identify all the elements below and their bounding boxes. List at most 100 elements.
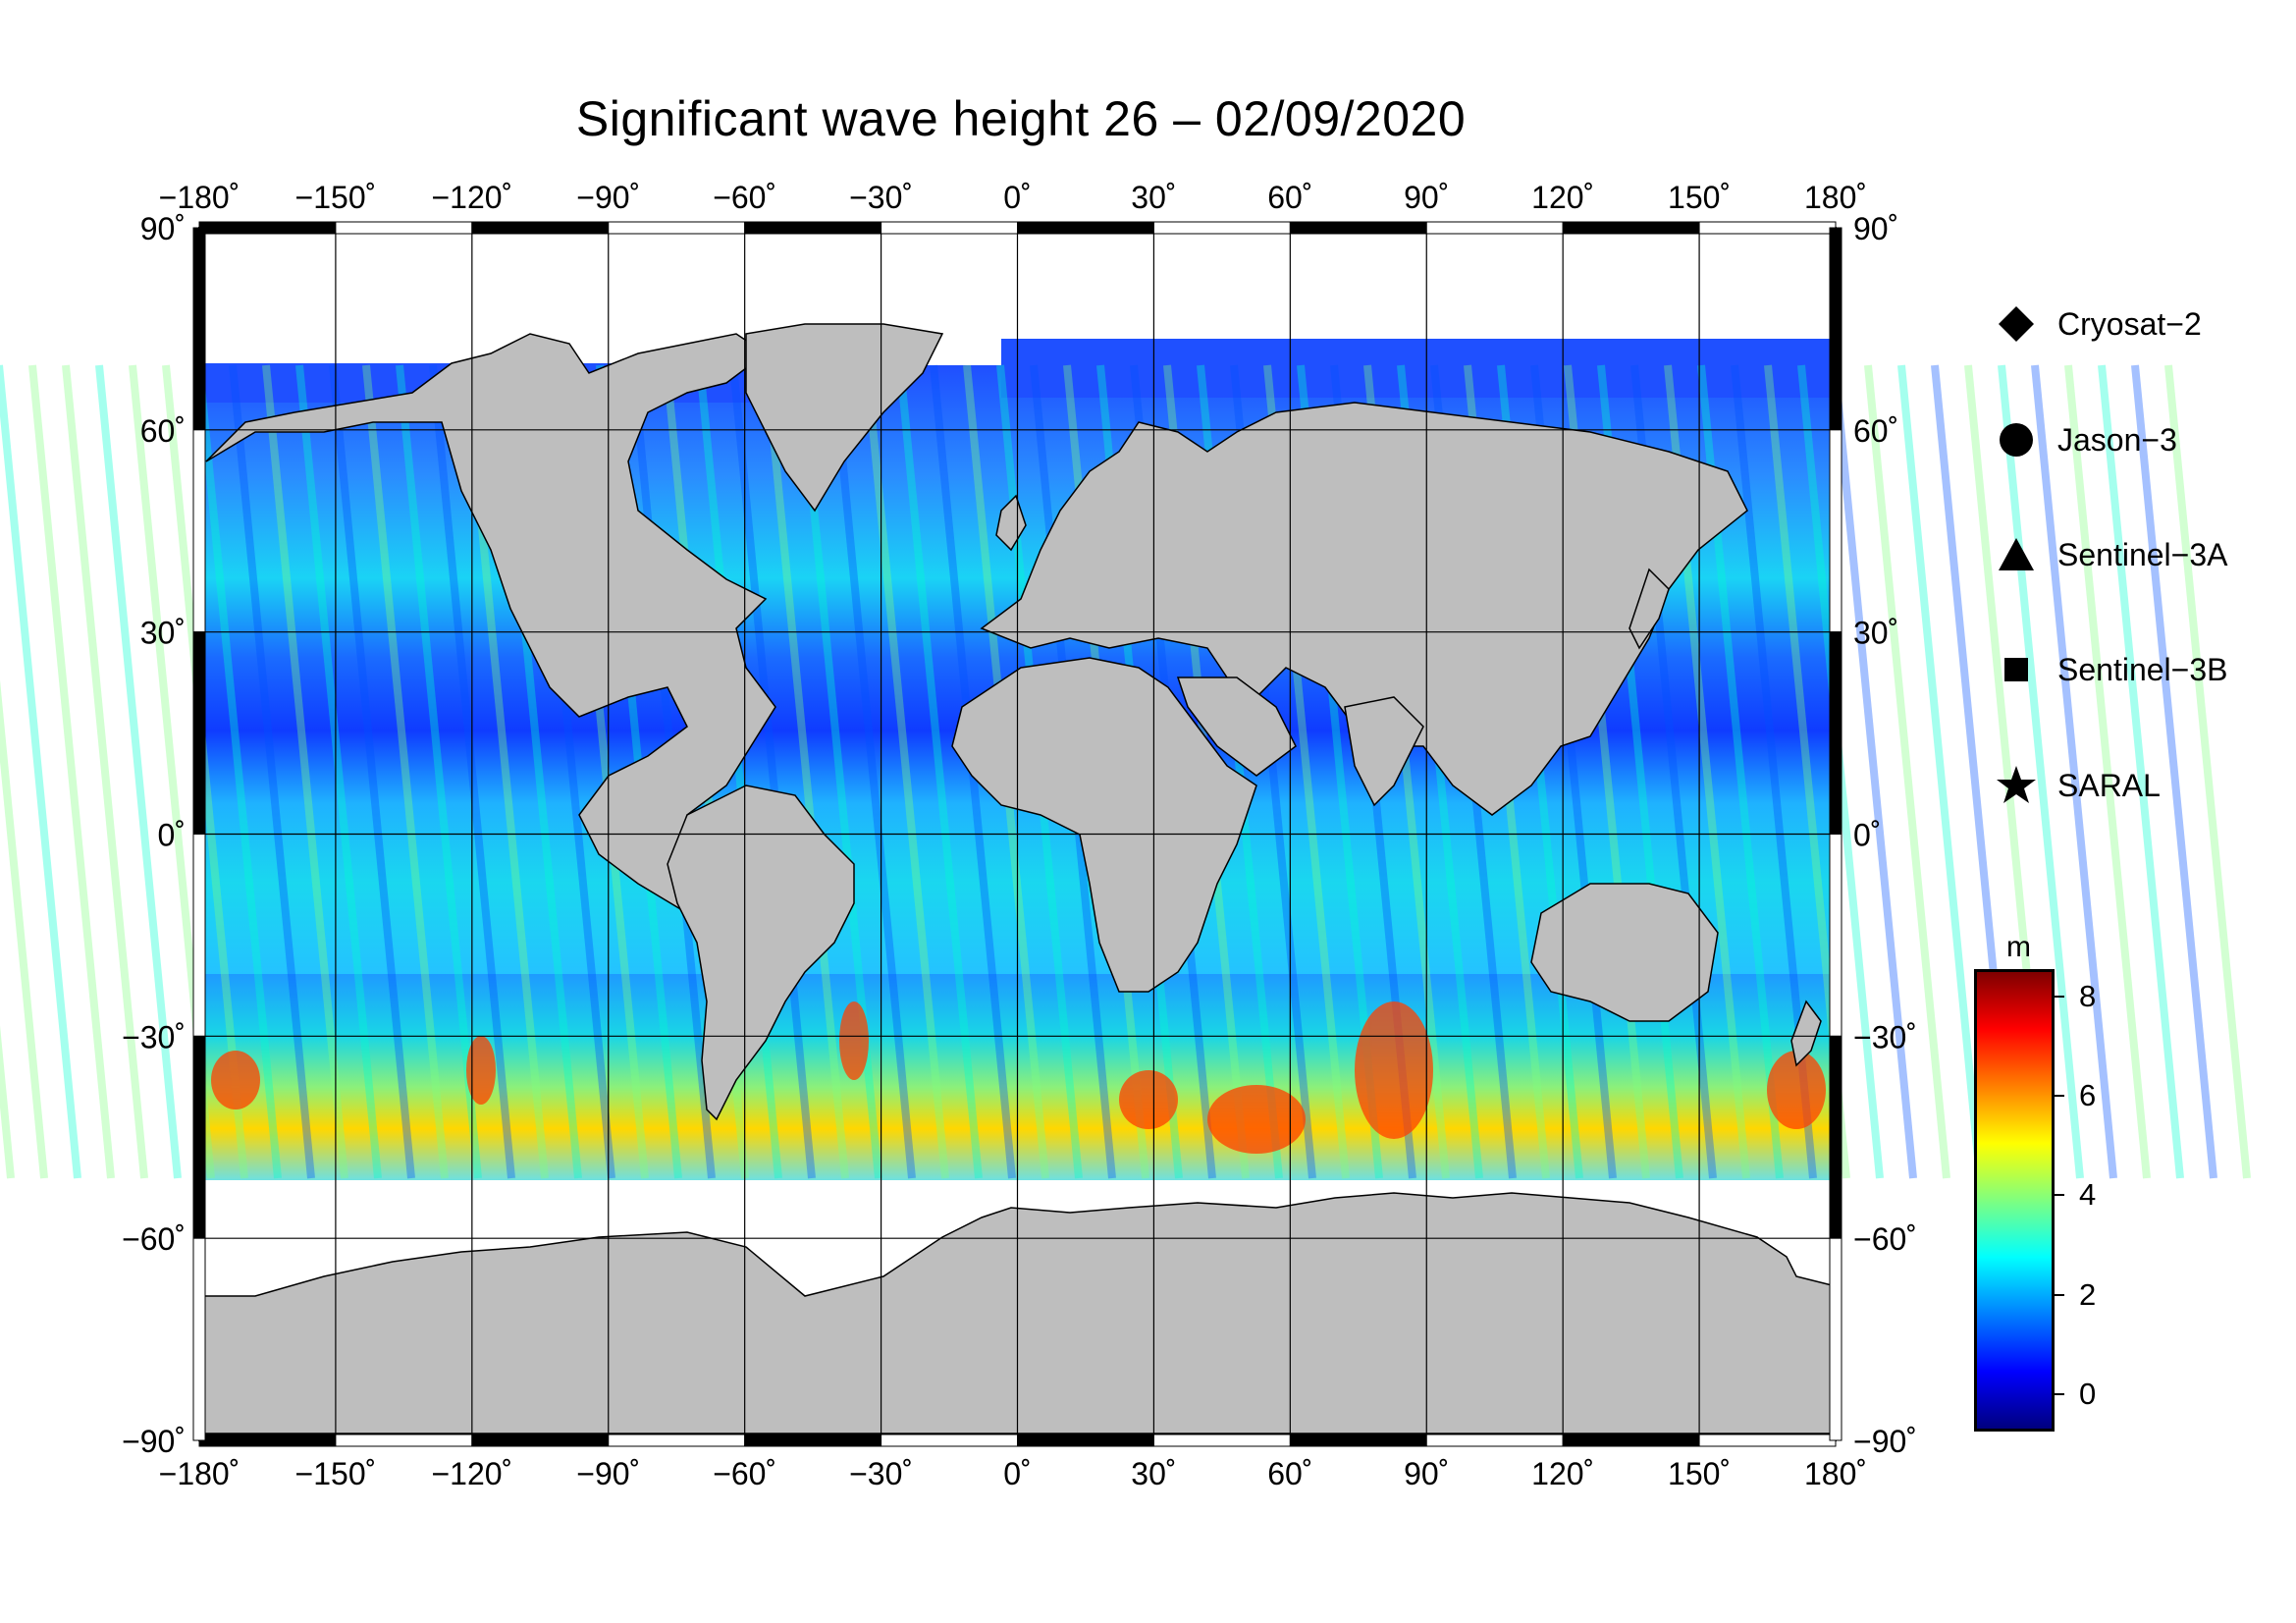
swath-line [829,364,916,1179]
colorbar-tick-mark [2055,996,2064,999]
swath-line [1897,364,1984,1179]
swath-line [396,364,482,1179]
lon-tick-label-bottom: 150˚ [1668,1456,1731,1491]
land-india [1344,696,1424,807]
colorbar-tick-mark [2055,1392,2064,1395]
colorbar-tick-mark [2055,1194,2064,1197]
lon-tick-label-top: 60˚ [1267,180,1312,215]
frame-bar-bottom [881,1434,1018,1447]
swath-line [696,364,782,1179]
lat-tick-label-left: −60˚ [122,1221,186,1257]
swath-line [195,364,282,1179]
lat-tick-label-left: 90˚ [140,211,186,246]
lon-tick-label-top: 180˚ [1804,180,1867,215]
lon-tick-label-bottom: −90˚ [576,1456,640,1491]
lat-tick-label-left: 0˚ [158,818,186,853]
frame-bar-bottom [1698,1434,1837,1447]
frame-bar-bottom [335,1434,473,1447]
lon-tick-label-bottom: −180˚ [159,1456,240,1491]
frame-bar-left [192,227,206,431]
legend-label: Cryosat−2 [2057,305,2202,342]
lon-tick-label-top: −30˚ [849,180,913,215]
frame-bar-bottom [1289,1434,1427,1447]
frame-bar-left [192,631,206,836]
lon-tick-label-bottom: 90˚ [1404,1456,1449,1491]
legend-label: Sentinel−3A [2057,536,2228,572]
swath-line [95,364,182,1179]
lon-tick-label-bottom: 180˚ [1804,1456,1867,1491]
swath-line [1864,364,1950,1179]
frame-bar-top [1562,221,1700,235]
colorbar-tick-label: 2 [2079,1276,2097,1312]
lat-tick-label-right: −30˚ [1853,1019,1917,1055]
circle-icon [1993,416,2040,463]
lon-tick-label-top: 30˚ [1131,180,1176,215]
legend-item: Sentinel−3A [1993,525,2227,584]
frame-bar-left [192,834,206,1037]
swath-line [262,364,348,1179]
swath-line [1831,364,1917,1179]
frame-bar-bottom [608,1434,746,1447]
colorbar-tick-mark [2055,1095,2064,1098]
lon-tick-label-top: −150˚ [295,180,377,215]
swath-line [763,364,849,1179]
frame-bar-top [608,221,746,235]
lon-tick-label-bottom: 0˚ [1003,1456,1031,1491]
graticule [199,228,1836,1440]
land-australia [1530,883,1719,1022]
swath-line [295,364,382,1179]
swath-line [0,679,48,1179]
frame-bar-top [471,221,610,235]
ocean-arctic [1001,339,1836,398]
frame-bar-top [198,221,337,235]
frame-bar-left [192,1035,206,1239]
lat-tick-label-right: −90˚ [1853,1424,1917,1459]
land-japan [1629,568,1670,650]
lat-tick-label-right: −60˚ [1853,1221,1917,1257]
frame-bar-left [192,429,206,633]
land-uk [995,494,1027,552]
legend-label: SARAL [2057,767,2161,803]
land-new-zealand [1790,1000,1822,1067]
swath-line [229,364,315,1179]
swath-line [2064,364,2151,1179]
lat-tick-label-right: 90˚ [1853,211,1898,246]
lat-tick-label-left: −90˚ [122,1424,186,1459]
swath-line [0,364,81,1179]
colorbar-tick-label: 0 [2079,1376,2097,1411]
map-title: Significant wave height 26 – 02/09/2020 [575,91,1467,146]
lat-tick-label-left: 30˚ [140,616,186,651]
frame-bar-top [1152,221,1291,235]
frame-bar-right [1829,429,1842,633]
legend-label: Sentinel−3B [2057,651,2228,687]
lon-tick-label-top: −60˚ [713,180,776,215]
colorbar-unit: m [2006,931,2031,963]
frame-bar-right [1829,631,1842,836]
frame-bar-top [744,221,882,235]
swath-line [2098,364,2184,1179]
swath-line [2164,364,2251,1179]
frame-bar-bottom [471,1434,610,1447]
diamond-icon [1993,300,2040,348]
lon-tick-label-bottom: 120˚ [1531,1456,1594,1491]
frame-bar-top [1698,221,1837,235]
frame-bar-bottom [1425,1434,1564,1447]
lat-tick-label-left: 60˚ [140,413,186,449]
square-icon [1993,646,2040,693]
legend-label: Jason−3 [2057,421,2177,458]
swath-line [28,364,115,1179]
lon-tick-label-bottom: −60˚ [713,1456,776,1491]
legend-item: Sentinel−3B [1993,640,2227,699]
frame-bar-bottom [1152,1434,1291,1447]
frame-bar-right [1829,1035,1842,1239]
swath-line [1998,364,2084,1179]
swath-line [2031,364,2117,1179]
lat-tick-label-right: 60˚ [1853,413,1898,449]
colorbar-tick-label: 8 [2079,979,2097,1014]
lon-tick-label-top: −180˚ [159,180,240,215]
lon-tick-label-top: −90˚ [576,180,640,215]
frame-bar-bottom [198,1434,337,1447]
lon-tick-label-top: 0˚ [1003,180,1031,215]
frame-bar-bottom [1562,1434,1700,1447]
